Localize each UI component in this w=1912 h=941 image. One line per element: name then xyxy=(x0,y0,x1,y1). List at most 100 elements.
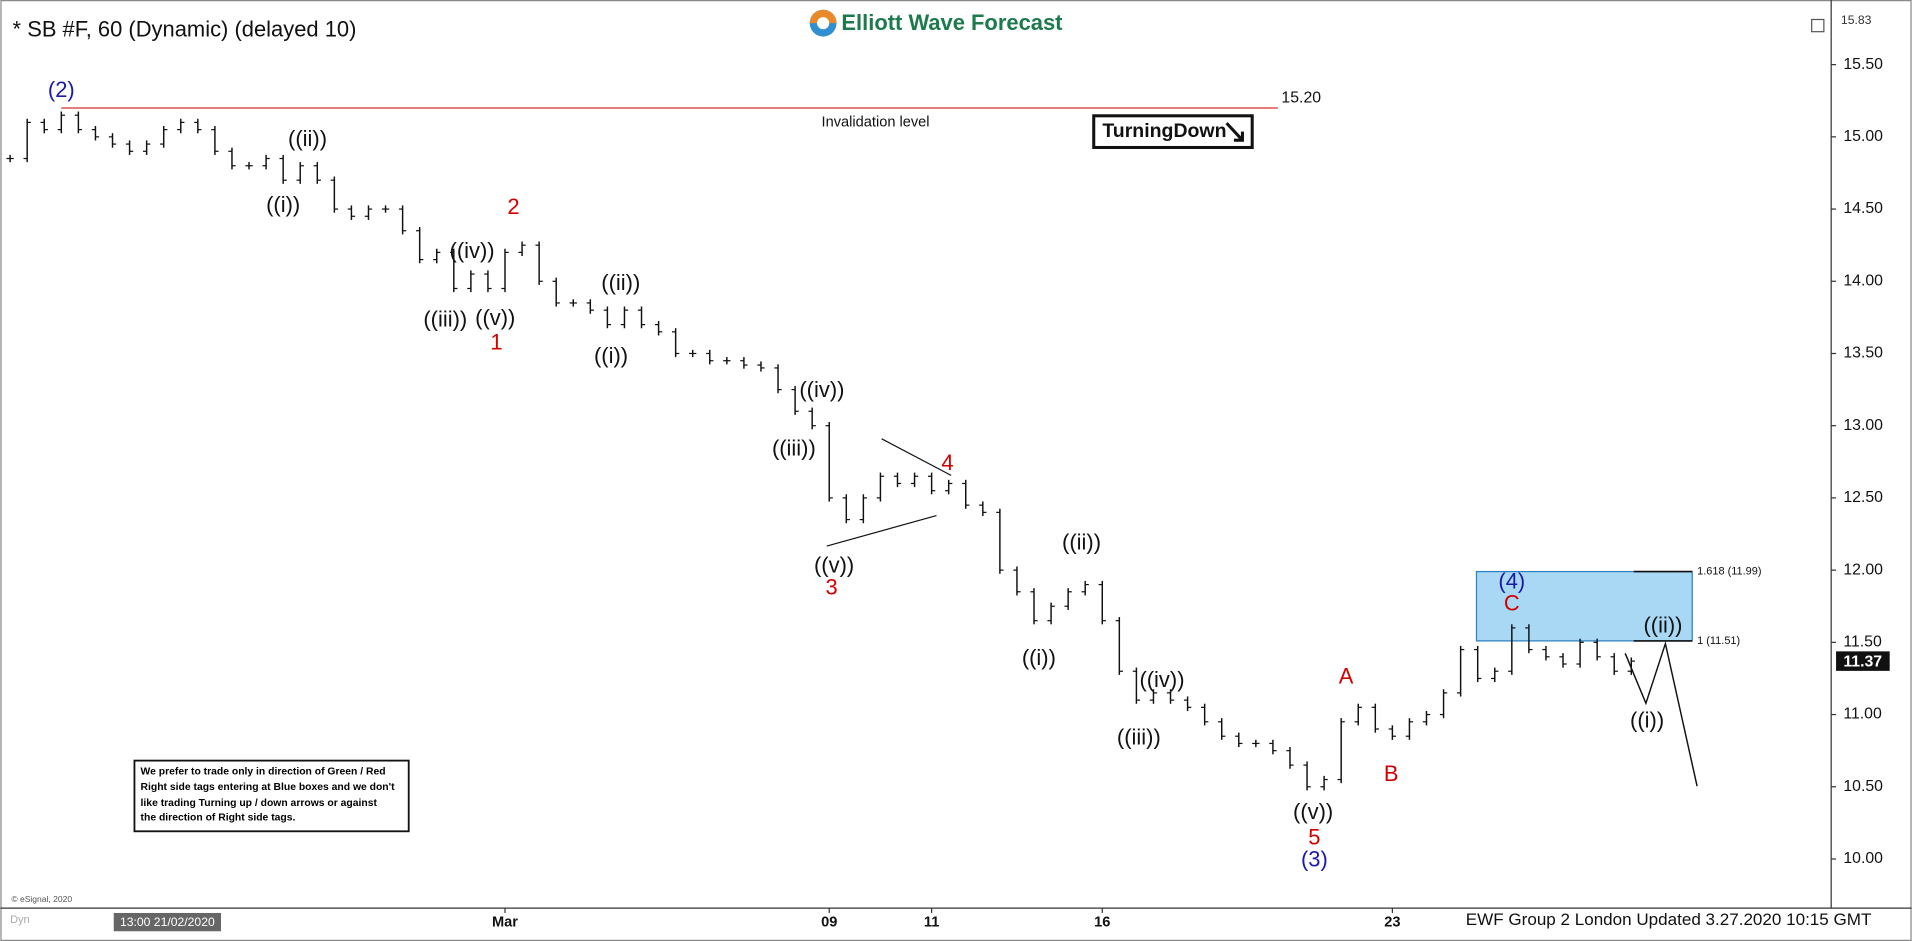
wave-label: 3 xyxy=(826,575,838,600)
x-tick-label: 11 xyxy=(924,915,939,931)
y-tick-label: 11.50 xyxy=(1843,634,1882,651)
price-bar xyxy=(637,306,646,329)
projection-path xyxy=(1624,640,1698,787)
footer: EWF Group 2 London Updated 3.27.2020 10:… xyxy=(1466,910,1872,929)
invalidation-value: 15.20 xyxy=(1281,89,1321,106)
wave-label: ((iii)) xyxy=(772,436,816,461)
wave-label: ((iv)) xyxy=(1139,667,1184,692)
price-bar xyxy=(433,248,441,264)
price-bar xyxy=(1013,566,1021,596)
price-bar xyxy=(1627,657,1635,675)
last-price: 11.37 xyxy=(1843,654,1882,671)
logo-icon-core xyxy=(817,17,830,30)
price-bar xyxy=(381,205,390,213)
y-tick-label: 10.00 xyxy=(1843,850,1883,867)
price-bar xyxy=(1098,580,1106,625)
price-bar xyxy=(1456,645,1465,697)
x-tick-label: 23 xyxy=(1384,915,1400,931)
y-tick-label: 10.50 xyxy=(1843,778,1883,795)
price-bar xyxy=(1508,624,1516,675)
wave-label: ((ii)) xyxy=(288,126,327,151)
disclaimer-line: Right side tags entering at Blue boxes a… xyxy=(141,782,396,793)
wave-label: 2 xyxy=(507,194,519,219)
wave-label: (4) xyxy=(1498,568,1525,593)
price-bar xyxy=(825,422,833,502)
price-bar xyxy=(689,349,697,358)
price-bar xyxy=(1303,761,1311,791)
wave-label: ((iv)) xyxy=(799,377,844,402)
price-bar xyxy=(1252,739,1260,748)
price-bar xyxy=(1320,775,1328,791)
price-bar xyxy=(1183,696,1192,711)
price-bar xyxy=(211,125,219,155)
price-bar xyxy=(40,118,48,134)
logo: Elliott Wave Forecast xyxy=(804,7,1078,41)
price-bar xyxy=(398,205,407,235)
wave-label: 1 xyxy=(490,330,502,355)
y-tick-label: 14.50 xyxy=(1843,200,1883,217)
price-bar xyxy=(1559,653,1567,668)
wave-label: ((i)) xyxy=(594,343,628,368)
price-bar xyxy=(893,472,902,488)
price-bar xyxy=(1081,580,1089,596)
disclaimer: We prefer to trade only in direction of … xyxy=(133,759,410,833)
price-bar xyxy=(330,176,339,213)
price-bar xyxy=(23,118,31,163)
price-bar xyxy=(313,162,321,184)
price-bar xyxy=(1269,739,1277,755)
chart-title: * SB #F, 60 (Dynamic) (delayed 10) xyxy=(13,16,357,41)
price-bar xyxy=(1422,710,1431,726)
cursor-time-box xyxy=(113,912,221,932)
price-bar xyxy=(1576,638,1584,668)
price-bar xyxy=(91,125,100,141)
disclaimer-box xyxy=(133,759,410,833)
price-bar xyxy=(228,147,236,170)
price-bar xyxy=(142,140,151,155)
last-price-box xyxy=(1836,651,1890,671)
price-bar xyxy=(910,472,919,488)
wave-label: A xyxy=(1339,664,1354,689)
price-bar xyxy=(1593,638,1601,661)
price-bar xyxy=(1610,653,1618,675)
price-bar xyxy=(347,205,356,220)
wave-label: (3) xyxy=(1301,846,1328,871)
wave-label: 4 xyxy=(941,450,953,475)
price-bar xyxy=(1235,732,1243,748)
top-price: 15.83 xyxy=(1841,13,1872,27)
price-bar xyxy=(842,494,850,524)
price-bar xyxy=(1166,689,1175,704)
x-tick-label: Mar xyxy=(492,915,518,931)
wave-label: ((iii)) xyxy=(1117,724,1161,749)
price-bar xyxy=(654,320,663,336)
price-bar xyxy=(1218,718,1226,740)
price-bar xyxy=(1286,747,1294,769)
disclaimer-line: the direction of Right side tags. xyxy=(141,813,296,824)
price-bar xyxy=(450,248,458,293)
y-tick-label: 12.00 xyxy=(1843,561,1883,578)
price-bar xyxy=(1064,588,1072,610)
invalidation-text: Invalidation level xyxy=(822,114,930,130)
price-bar xyxy=(1474,645,1482,683)
disclaimer-line: like trading Turning up / down arrows or… xyxy=(141,798,378,809)
price-bar xyxy=(467,270,475,293)
y-tick-label: 11.00 xyxy=(1843,706,1882,723)
price-bar xyxy=(757,361,765,372)
price-bar xyxy=(484,270,492,293)
price-bar xyxy=(927,472,936,495)
wave-label: ((ii)) xyxy=(1643,612,1682,637)
price-bar xyxy=(586,299,594,314)
wave-label: 5 xyxy=(1308,824,1320,849)
price-bar xyxy=(945,479,953,495)
copyright: © eSignal, 2020 xyxy=(11,894,72,904)
tag-text: TurningDown xyxy=(1102,120,1226,142)
price-bar xyxy=(552,277,560,307)
y-tick-label: 12.50 xyxy=(1843,489,1883,506)
price-bar xyxy=(177,118,185,134)
wave-label: ((iv)) xyxy=(450,238,495,263)
price-bar xyxy=(1337,718,1345,784)
price-bar xyxy=(569,299,577,307)
window-icon[interactable] xyxy=(1811,18,1825,33)
cursor-time: 13:00 21/02/2020 xyxy=(120,915,215,929)
tag-arrow xyxy=(1225,122,1244,142)
wave-label: ((ii)) xyxy=(1062,529,1101,554)
